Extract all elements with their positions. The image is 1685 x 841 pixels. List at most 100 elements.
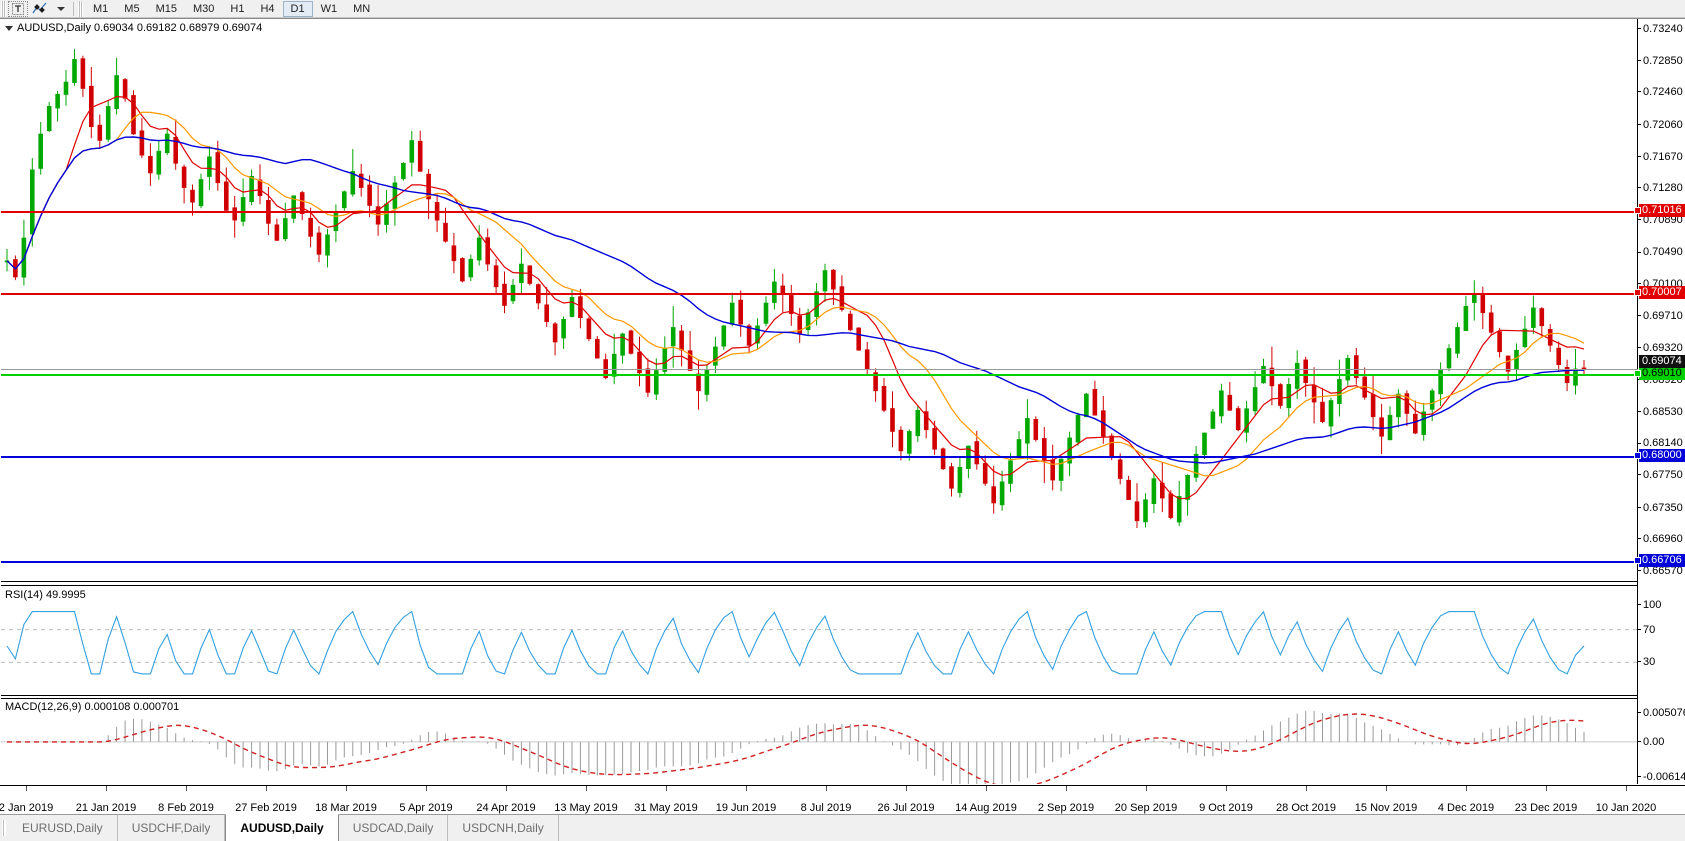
- price-tick: 0.71670: [1638, 151, 1683, 163]
- time-axis[interactable]: 2 Jan 2019 21 Jan 2019 8 Feb 2019 27 Feb 20…: [0, 785, 1685, 819]
- price-tick: 0.72460: [1638, 87, 1683, 98]
- timeframe-m1[interactable]: M1: [93, 2, 109, 15]
- price-tick: 0.66960: [1638, 534, 1683, 545]
- macd-tick: 0.005076: [1638, 708, 1685, 719]
- crosshair-icon[interactable]: [8, 0, 28, 17]
- chart-tab-bar: EURUSD,Daily USDCHF,Daily AUDUSD,Daily USDC…: [0, 814, 1685, 841]
- price-tick: 0.70890: [1638, 214, 1683, 226]
- time-tick: [986, 786, 987, 791]
- time-tick: [586, 786, 587, 791]
- timeframe-h1[interactable]: H1: [230, 2, 245, 15]
- time-label: 14 Aug 2019: [955, 802, 1017, 814]
- time-label: 26 Jul 2019: [877, 802, 935, 814]
- time-label: 13 May 2019: [554, 802, 618, 814]
- collapse-caret-icon[interactable]: [5, 25, 13, 31]
- tabbar-grip[interactable]: [2, 820, 6, 836]
- time-label: 2 Sep 2019: [1037, 802, 1095, 814]
- level-line-support-1[interactable]: [1, 455, 1638, 458]
- time-label: 28 Oct 2019: [1276, 802, 1336, 814]
- timeframe-mn[interactable]: MN: [353, 2, 371, 15]
- timeframe-m15[interactable]: M15: [155, 2, 177, 15]
- price-tick: 0.72850: [1638, 55, 1683, 67]
- candlestick-plot: [4, 49, 1587, 528]
- toolbar-grip[interactable]: [1, 0, 6, 17]
- time-tick: [1066, 786, 1067, 791]
- time-label: 8 Feb 2019: [158, 802, 214, 814]
- timeframe-h4[interactable]: H4: [260, 2, 275, 15]
- chart-area[interactable]: AUDUSD,Daily 0.69034 0.69182 0.68979 0.6…: [0, 18, 1685, 819]
- price-tick: 0.70490: [1638, 247, 1683, 258]
- dropdown-arrow-icon[interactable]: [52, 1, 70, 17]
- level-handle-support-2[interactable]: [1634, 556, 1641, 564]
- panel-divider-3: [1, 695, 1637, 696]
- time-tick: [746, 786, 747, 791]
- rsi-panel[interactable]: RSI(14) 49.9995: [1, 587, 1637, 697]
- time-label: 19 Jun 2019: [715, 802, 777, 814]
- time-label: 20 Sep 2019: [1114, 802, 1178, 814]
- level-badge-support-2[interactable]: 0.66706: [1639, 553, 1685, 567]
- time-tick: [506, 786, 507, 791]
- level-handle-resistance-2[interactable]: [1634, 288, 1641, 296]
- chart-tab-audusd[interactable]: AUDUSD,Daily: [225, 814, 339, 841]
- time-label: 8 Jul 2019: [800, 802, 852, 814]
- rsi-plot: [1, 610, 1637, 675]
- time-tick: [186, 786, 187, 791]
- level-line-pivot[interactable]: [1, 373, 1638, 376]
- price-panel[interactable]: AUDUSD,Daily 0.69034 0.69182 0.68979 0.6…: [1, 20, 1638, 580]
- timeframe-group: M1 M5 M15 M30 H1 H4 D1 W1 MN: [85, 0, 378, 17]
- macd-label: MACD(12,26,9) 0.000108 0.000701: [5, 701, 184, 713]
- price-tick: 0.69320: [1638, 342, 1683, 354]
- timeframe-grip[interactable]: [78, 0, 83, 17]
- time-tick: [1626, 786, 1627, 791]
- timeframe-m5[interactable]: M5: [124, 2, 140, 15]
- level-handle-pivot[interactable]: [1634, 369, 1641, 377]
- level-line-resistance-1[interactable]: [1, 210, 1638, 213]
- level-badge-resistance-2[interactable]: 0.70007: [1639, 285, 1685, 299]
- time-label: 23 Dec 2019: [1514, 802, 1578, 814]
- time-tick: [106, 786, 107, 791]
- time-tick: [1466, 786, 1467, 791]
- chart-tab-usdcnh[interactable]: USDCNH,Daily: [448, 815, 559, 841]
- chart-tab-usdcad[interactable]: USDCAD,Daily: [338, 815, 449, 841]
- level-handle-support-1[interactable]: [1634, 451, 1641, 459]
- price-tick: 0.67350: [1638, 502, 1683, 514]
- time-tick: [266, 786, 267, 791]
- time-label: 9 Oct 2019: [1199, 802, 1253, 814]
- time-label: 5 Apr 2019: [399, 802, 453, 814]
- timeframe-m30[interactable]: M30: [192, 2, 215, 15]
- price-tick: 0.67750: [1638, 470, 1683, 481]
- level-badge-support-1[interactable]: 0.68000: [1639, 448, 1685, 462]
- time-label: 18 Mar 2019: [315, 802, 377, 814]
- rsi-label: RSI(14) 49.9995: [5, 589, 90, 601]
- rsi-tick: 100: [1638, 600, 1661, 611]
- rsi-tick: 30: [1638, 657, 1655, 668]
- timeframe-w1[interactable]: W1: [320, 2, 338, 15]
- macd-panel[interactable]: MACD(12,26,9) 0.000108 0.000701: [1, 699, 1637, 784]
- macd-tick: -0.006148: [1638, 772, 1685, 783]
- price-tick: 0.73240: [1638, 24, 1683, 35]
- level-badge-resistance-1[interactable]: 0.71016: [1639, 203, 1685, 217]
- chart-tab-eurusd[interactable]: EURUSD,Daily: [8, 815, 118, 841]
- main-toolbar: M1 M5 M15 M30 H1 H4 D1 W1 MN: [0, 0, 1685, 18]
- macd-tick: 0.00: [1638, 736, 1664, 748]
- price-axis[interactable]: 0.73240 0.72850 0.72460 0.72060 0.71670 0.712…: [1634, 19, 1685, 784]
- time-label: 10 Jan 2020: [1595, 802, 1657, 814]
- time-tick: [426, 786, 427, 791]
- time-tick: [826, 786, 827, 791]
- indicators-icon[interactable]: [28, 1, 52, 17]
- level-line-resistance-2[interactable]: [1, 292, 1638, 295]
- time-tick: [906, 786, 907, 791]
- chart-tab-usdchf[interactable]: USDCHF,Daily: [117, 815, 226, 841]
- level-line-support-2[interactable]: [1, 560, 1638, 563]
- level-badge-pivot[interactable]: 0.69010: [1639, 366, 1685, 380]
- time-label: 15 Nov 2019: [1354, 802, 1418, 814]
- time-tick: [666, 786, 667, 791]
- time-label: 2 Jan 2019: [0, 802, 54, 814]
- price-tick: 0.72060: [1638, 119, 1683, 131]
- time-tick: [26, 786, 27, 791]
- timeframe-d1[interactable]: D1: [282, 0, 313, 17]
- level-handle-resistance-1[interactable]: [1634, 206, 1641, 214]
- toolbar-separator: [73, 1, 74, 16]
- time-label: 31 May 2019: [634, 802, 698, 814]
